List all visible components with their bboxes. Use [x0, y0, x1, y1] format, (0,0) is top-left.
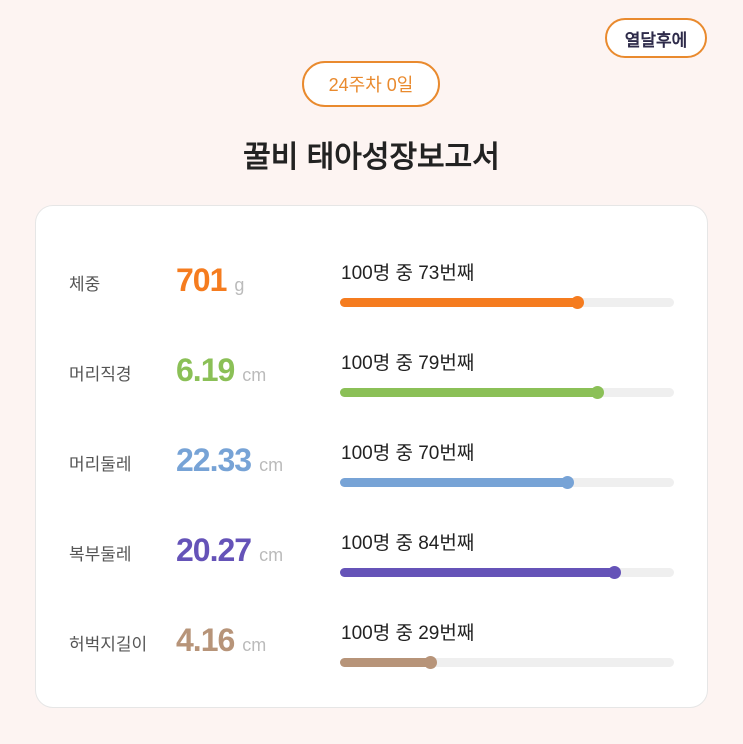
rank-text: 100명 중 70번째 — [341, 443, 475, 464]
percentile-bar — [340, 296, 674, 309]
measurement-row-head-diameter: 머리직경 6.19 cm 100명 중 79번째 — [36, 348, 707, 438]
rank-text: 100명 중 84번째 — [341, 533, 475, 554]
percentile-bar — [340, 476, 674, 489]
value-unit: cm — [242, 635, 267, 655]
value-number: 22.33 — [176, 442, 252, 478]
percentile-bar-fill — [340, 298, 578, 307]
measurement-row-weight: 체중 701 g 100명 중 73번째 — [36, 258, 707, 348]
value-unit: cm — [259, 455, 284, 475]
rank-text: 100명 중 73번째 — [341, 263, 475, 284]
later-button[interactable]: 열달후에 — [605, 18, 707, 58]
percentile-bar-fill — [340, 658, 431, 667]
measurement-label: 복부둘레 — [69, 545, 132, 564]
page-title: 꿀비 태아성장보고서 — [243, 141, 500, 174]
rank-text: 100명 중 79번째 — [341, 353, 475, 374]
value-number: 4.16 — [176, 622, 235, 658]
percentile-bar-fill — [340, 388, 598, 397]
percentile-bar-knob — [561, 476, 575, 489]
measurement-label: 머리직경 — [69, 365, 132, 384]
growth-report-card: 체중 701 g 100명 중 73번째 머리직경 6.19 cm 100명 중 7… — [35, 205, 708, 708]
value-unit: g — [234, 275, 245, 295]
measurement-value: 4.16 cm — [176, 622, 266, 659]
value-unit: cm — [242, 365, 267, 385]
value-unit: cm — [259, 545, 284, 565]
measurement-value: 20.27 cm — [176, 532, 283, 569]
percentile-bar-fill — [340, 478, 568, 487]
measurement-row-abdomen-circumference: 복부둘레 20.27 cm 100명 중 84번째 — [36, 528, 707, 618]
percentile-bar-knob — [424, 656, 438, 669]
measurement-value: 701 g — [176, 262, 244, 299]
percentile-bar — [340, 566, 674, 579]
value-number: 6.19 — [176, 352, 235, 388]
measurement-row-head-circumference: 머리둘레 22.33 cm 100명 중 70번째 — [36, 438, 707, 528]
percentile-bar — [340, 386, 674, 399]
measurement-value: 6.19 cm — [176, 352, 266, 389]
percentile-bar-fill — [340, 568, 614, 577]
measurement-value: 22.33 cm — [176, 442, 283, 479]
percentile-bar-knob — [591, 386, 605, 399]
percentile-bar-knob — [607, 566, 621, 579]
percentile-bar — [340, 656, 674, 669]
percentile-bar-knob — [571, 296, 585, 309]
week-badge: 24주차 0일 — [302, 61, 440, 107]
measurement-label: 체중 — [69, 275, 101, 294]
rank-text: 100명 중 29번째 — [341, 623, 475, 644]
measurement-label: 허벅지길이 — [69, 635, 148, 654]
measurement-row-femur-length: 허벅지길이 4.16 cm 100명 중 29번째 — [36, 618, 707, 708]
measurement-label: 머리둘레 — [69, 455, 132, 474]
value-number: 701 — [176, 262, 227, 298]
value-number: 20.27 — [176, 532, 252, 568]
